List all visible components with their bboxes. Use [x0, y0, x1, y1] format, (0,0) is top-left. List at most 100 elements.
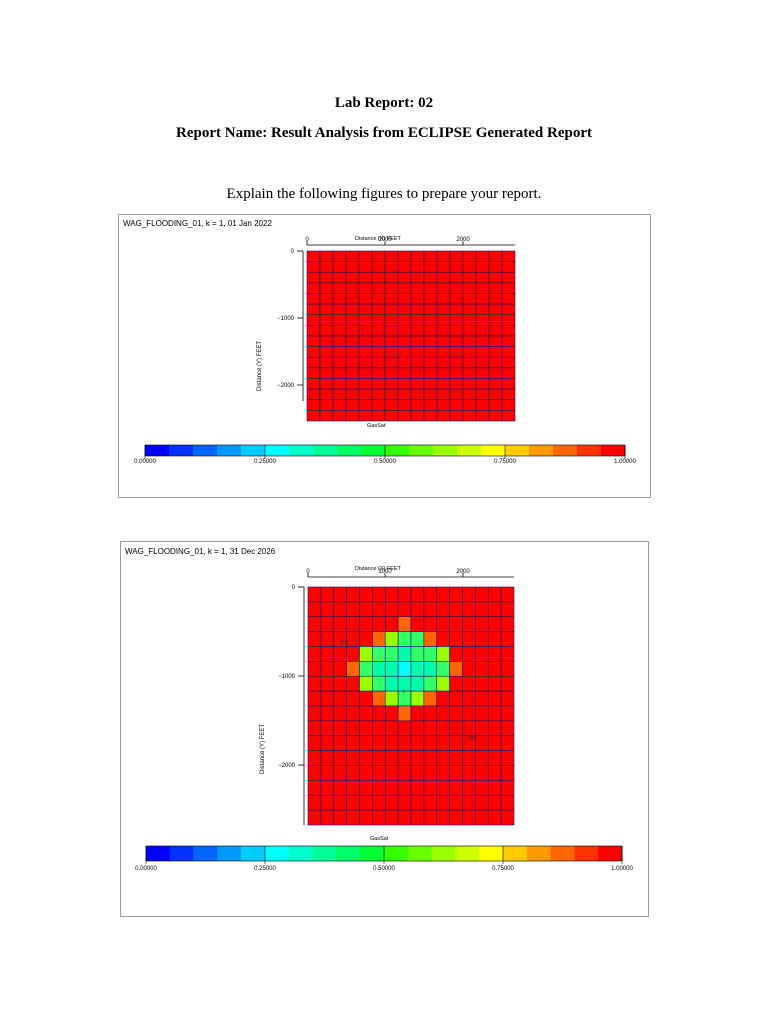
- grid-cell: [423, 690, 438, 707]
- grid-cell: [436, 646, 450, 662]
- grid-cell: [449, 661, 463, 677]
- grid-cell: [436, 282, 451, 294]
- colorbar-swatch: [193, 846, 218, 861]
- grid-cell: [332, 367, 347, 379]
- grid-cell: [346, 631, 360, 647]
- grid-cell: [423, 271, 438, 284]
- grid-cell: [436, 335, 451, 347]
- grid-cell: [384, 346, 399, 358]
- grid-cell: [500, 601, 515, 618]
- grid-cell: [449, 367, 464, 379]
- grid-cell: [410, 646, 425, 662]
- colorbar: [144, 444, 626, 459]
- grid-cell: [346, 646, 360, 662]
- grid-cell: [384, 735, 399, 751]
- grid-cell: [487, 631, 502, 647]
- grid-cell: [333, 765, 347, 781]
- grid-cell: [359, 586, 373, 603]
- grid-cell: [410, 367, 425, 379]
- colorbar-swatch: [313, 445, 338, 456]
- grid-cell: [345, 367, 360, 379]
- colorbar-tick-label: 0.25000: [254, 866, 276, 872]
- colorbar-swatch: [457, 445, 482, 456]
- grid-cell: [423, 705, 438, 722]
- grid-cell: [359, 750, 373, 766]
- grid-cell: [306, 282, 321, 294]
- grid-cell: [345, 410, 360, 422]
- grid-cell: [384, 661, 399, 677]
- grid-cell: [306, 367, 321, 379]
- grid-cell: [500, 675, 515, 692]
- grid-cell: [332, 314, 347, 326]
- figure-title: WAG_FLOODING_01, k = 1, 31 Dec 2026: [125, 547, 276, 556]
- grid-cell: [333, 661, 347, 677]
- grid-cell: [410, 750, 425, 766]
- grid-cell: [345, 303, 360, 316]
- grid-cell: [410, 809, 425, 826]
- grid-cell: [397, 809, 412, 826]
- grid-cell: [320, 780, 335, 796]
- grid-cell: [307, 690, 322, 707]
- grid-cell: [319, 388, 334, 401]
- grid-cell: [475, 399, 490, 411]
- colorbar-swatch: [217, 445, 242, 456]
- grid-cell: [423, 720, 438, 737]
- grid-cell: [320, 631, 335, 647]
- grid-cell: [306, 356, 321, 369]
- grid-cell: [462, 750, 476, 766]
- colorbar-swatch: [241, 445, 266, 456]
- colorbar-tick-label: 0.50000: [373, 866, 395, 872]
- grid-cell: [423, 794, 438, 811]
- grid-cell: [475, 282, 490, 294]
- colorbar-swatch: [217, 846, 242, 861]
- y-tick-label: −1000: [277, 316, 295, 322]
- grid-cell: [462, 631, 476, 647]
- grid-cell: [500, 765, 515, 781]
- grid-cell: [319, 303, 334, 316]
- grid-cell: [397, 303, 412, 316]
- grid-cell: [371, 388, 386, 401]
- grid-cell: [423, 780, 438, 796]
- grid-cell: [372, 690, 386, 707]
- grid-cell: [449, 303, 464, 316]
- grid-cell: [320, 675, 335, 692]
- grid-cell: [436, 356, 451, 369]
- grid-cell: [462, 780, 476, 796]
- grid-cell: [436, 261, 451, 273]
- grid-cell: [475, 271, 490, 284]
- grid-cell: [345, 250, 360, 262]
- grid-cell: [501, 303, 516, 316]
- grid-cell: [332, 303, 347, 316]
- grid-cell: [423, 250, 438, 262]
- grid-cell: [449, 271, 464, 284]
- grid-cell: [462, 646, 476, 662]
- grid-cell: [333, 780, 347, 796]
- colorbar-swatch: [361, 445, 386, 456]
- colorbar-swatch: [481, 445, 506, 456]
- grid-cell: [436, 271, 451, 284]
- grid-cell: [319, 346, 334, 358]
- grid-cell: [423, 282, 438, 294]
- grid-cell: [319, 410, 334, 422]
- grid-cell: [462, 271, 477, 284]
- grid-cell: [410, 410, 425, 422]
- grid-cell: [410, 293, 425, 305]
- grid-cell: [397, 378, 412, 390]
- grid-cell: [320, 690, 335, 707]
- grid-cell: [487, 661, 502, 677]
- grid-cell: [449, 314, 464, 326]
- grid-cell: [346, 765, 360, 781]
- grid-cell: [423, 314, 438, 326]
- grid-cell: [488, 293, 503, 305]
- grid-cell: [307, 765, 322, 781]
- grid-cell: [319, 282, 334, 294]
- x-axis-label: Distance (X) FEET: [355, 236, 401, 242]
- grid-cell: [332, 410, 347, 422]
- grid-cell: [384, 765, 399, 781]
- grid-cell: [410, 661, 425, 677]
- grid-cell: [500, 690, 515, 707]
- grid-cell: [320, 794, 335, 811]
- grid-cell: [462, 335, 477, 347]
- grid-cell: [449, 646, 463, 662]
- grid-cell: [397, 765, 412, 781]
